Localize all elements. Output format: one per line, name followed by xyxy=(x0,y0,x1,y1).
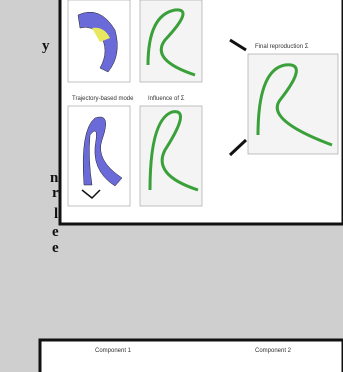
side-text: e xyxy=(52,224,59,240)
panel-label: Trajectory-based mode xyxy=(72,96,134,102)
panel-label: Influence of Σ xyxy=(148,96,185,102)
side-text: e xyxy=(52,240,59,256)
side-text: y xyxy=(42,38,50,54)
panel-label: Final reproduction Σ xyxy=(255,44,309,50)
screenshot: y n r l e e Trajectory-based mode Influe… xyxy=(0,0,343,372)
side-text: r xyxy=(52,185,59,201)
bottom-figure: Component 1 Component 2 xyxy=(40,340,343,372)
side-text: l xyxy=(54,206,58,222)
figure: Trajectory-based mode Influence of Σ Fin… xyxy=(60,0,343,224)
side-text: n xyxy=(50,170,59,186)
panel-label: Component 1 xyxy=(95,348,132,354)
page: {"side_text": ["y", "n", "r", "l", "e", … xyxy=(0,0,343,372)
panel-label: Component 2 xyxy=(255,348,292,354)
